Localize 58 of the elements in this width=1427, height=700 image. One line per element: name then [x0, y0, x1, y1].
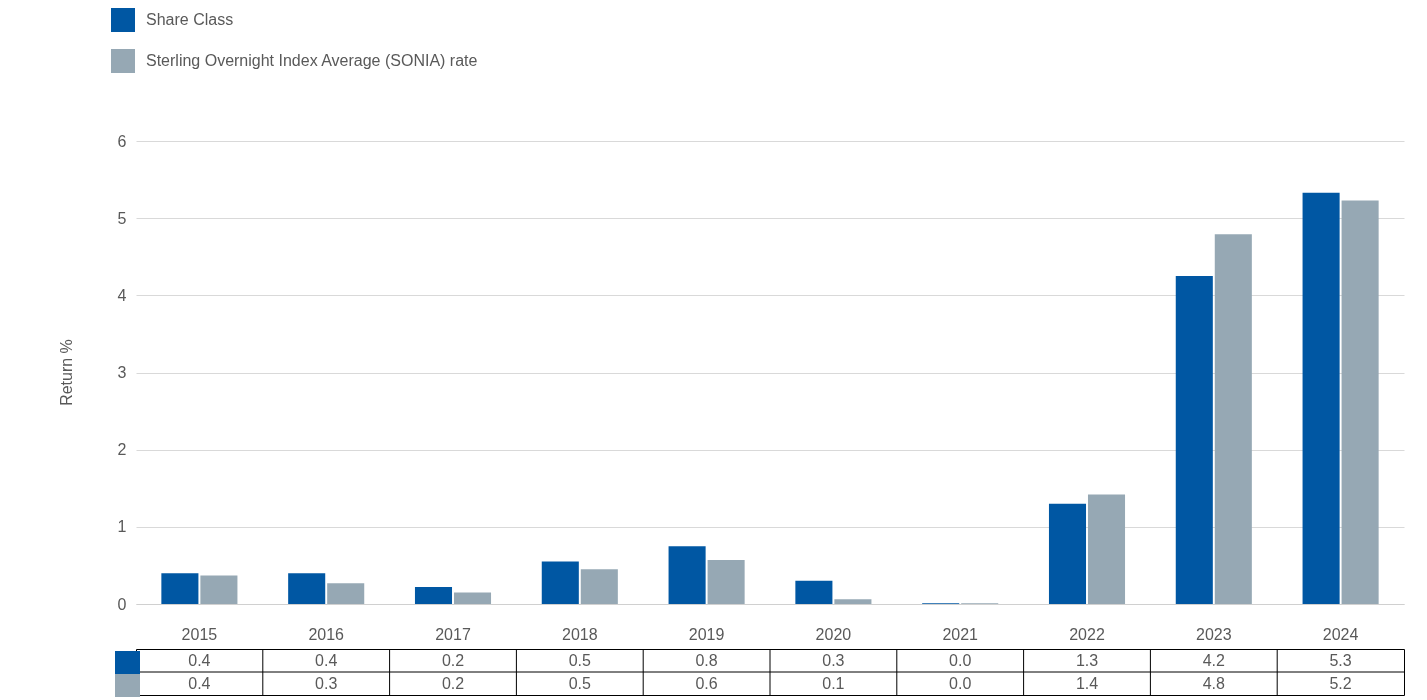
y-tick-label: 1: [117, 518, 127, 536]
data-label: 0.3: [315, 674, 338, 692]
data-label: 0.4: [188, 651, 211, 669]
bar: [1087, 494, 1126, 604]
data-label: 4.8: [1202, 674, 1226, 692]
bar: [288, 573, 326, 604]
x-tick-label: 2017: [435, 625, 471, 643]
y-tick-label: 2: [117, 441, 127, 459]
y-axis-title: Return %: [57, 339, 75, 406]
y-tick-label: 3: [117, 364, 127, 381]
data-label: 0.8: [695, 651, 718, 669]
data-label: 0.4: [315, 651, 338, 669]
bar: [580, 569, 618, 604]
bar: [1175, 276, 1213, 604]
data-label: 5.3: [1329, 651, 1352, 669]
data-label: 4.2: [1202, 651, 1226, 669]
bar: [1302, 192, 1340, 604]
x-tick-label: 2023: [1196, 625, 1232, 643]
data-label: 0.5: [568, 674, 592, 692]
bar: [200, 575, 238, 604]
x-tick-label: 2018: [562, 625, 598, 643]
data-label: 0.2: [441, 651, 465, 669]
data-label: 5.2: [1329, 674, 1352, 692]
data-label: 0.2: [441, 674, 465, 692]
x-tick-label: 2015: [181, 625, 218, 643]
data-label: 1.4: [1075, 674, 1099, 692]
bar: [541, 561, 579, 604]
data-label: 0.1: [822, 674, 845, 692]
bar: [707, 560, 745, 604]
bar: [161, 573, 199, 604]
bar: [453, 592, 492, 604]
data-label: 0.3: [822, 651, 845, 669]
data-label: 0.5: [568, 651, 592, 669]
y-tick-label: 4: [117, 286, 127, 304]
bar: [834, 599, 872, 604]
x-tick-label: 2019: [688, 625, 725, 643]
data-label: 0.0: [949, 674, 972, 692]
legend-label: Sterling Overnight Index Average (SONIA) rate: [146, 52, 478, 69]
bar: [1214, 234, 1252, 604]
y-tick-label: 5: [117, 209, 127, 227]
x-tick-label: 2021: [942, 625, 979, 643]
bar: [668, 546, 706, 604]
x-tick-label: 2024: [1322, 625, 1359, 643]
data-label: 0.0: [949, 651, 972, 669]
y-tick-label: 6: [117, 132, 127, 150]
x-tick-label: 2016: [308, 625, 345, 643]
data-label: 0.6: [695, 674, 718, 692]
x-tick-label: 2020: [815, 625, 852, 643]
bar: [1341, 200, 1379, 604]
bar: [327, 583, 365, 604]
x-tick-label: 2022: [1069, 625, 1105, 643]
data-label: 0.4: [188, 674, 211, 692]
bar: [795, 580, 833, 604]
bar: [1048, 503, 1087, 604]
data-label: 1.3: [1075, 651, 1099, 669]
bar: [414, 587, 453, 604]
legend-label: Share Class: [146, 11, 234, 28]
y-tick-label: 0: [117, 595, 127, 613]
